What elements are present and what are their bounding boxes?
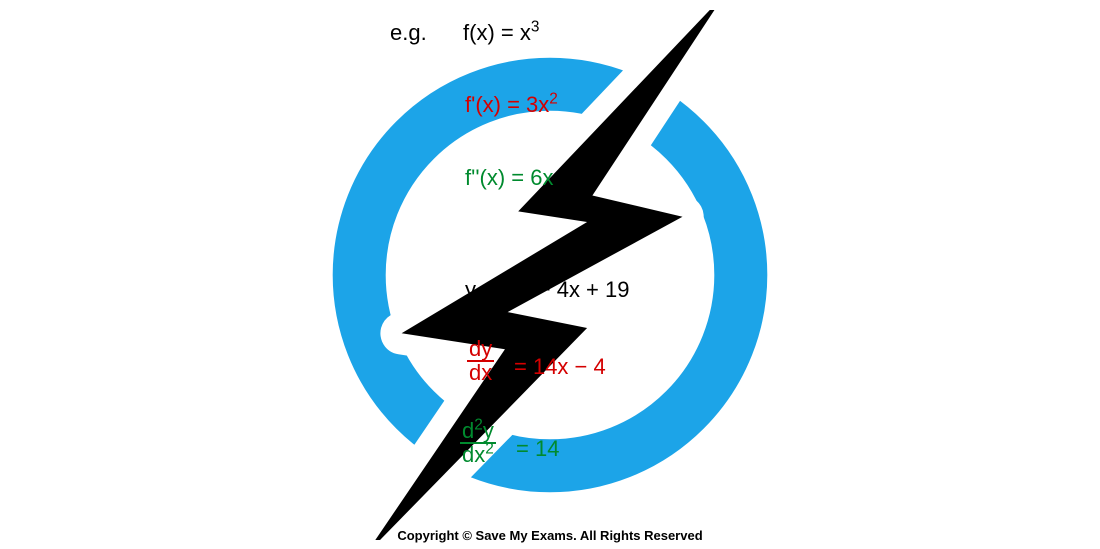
fn2-first-derivative-lhs: dy dx [467, 340, 494, 386]
fn2-second-derivative-lhs: d2y dx2 [460, 422, 496, 468]
num-post: y [483, 418, 494, 443]
fn1-second-derivative: f''(x) = 6x [465, 165, 553, 191]
fn1-sup: 3 [531, 19, 540, 36]
fn2-first-derivative-rhs: = 14x − 4 [514, 354, 606, 380]
fn2-second-derivative-rhs: = 14 [516, 436, 559, 462]
d2y-dx2-den: dx2 [460, 442, 496, 466]
fn1-first-derivative: f'(x) = 3x2 [465, 92, 558, 118]
fn1: f(x) = x3 [463, 20, 539, 46]
d2y-dx2-fraction: d2y dx2 [460, 420, 496, 466]
den-sup: 2 [485, 441, 494, 458]
equations: e.g. f(x) = x3 f'(x) = 3x2 f''(x) = 6x y… [0, 0, 1100, 549]
dy-dx-fraction: dy dx [467, 338, 494, 384]
den-pre: dx [462, 442, 485, 467]
fn1-text: f(x) = x [463, 20, 531, 45]
num-sup: 2 [474, 417, 483, 434]
diagram-stage: e.g. f(x) = x3 f'(x) = 3x2 f''(x) = 6x y… [0, 0, 1100, 549]
fn1-d1-text: f'(x) = 3x [465, 92, 549, 117]
num-pre: d [462, 418, 474, 443]
dy-dx-num: dy [467, 338, 494, 360]
d2y-dx2-num: d2y [460, 420, 496, 442]
dy-dx-den: dx [467, 360, 494, 384]
copyright-footer: Copyright © Save My Exams. All Rights Re… [0, 528, 1100, 543]
eg-label: e.g. [390, 20, 427, 46]
fn2: y = 7x² − 4x + 19 [465, 277, 629, 303]
fn1-d1-sup: 2 [549, 91, 558, 108]
